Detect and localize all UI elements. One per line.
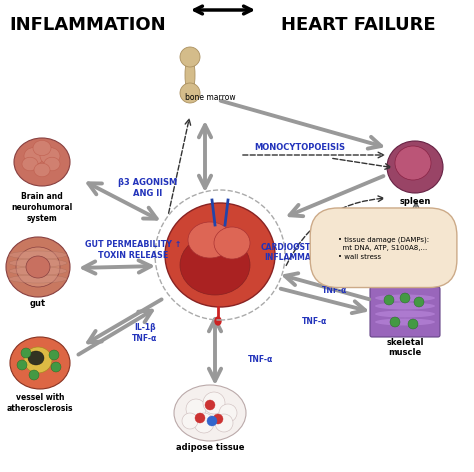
FancyBboxPatch shape <box>370 287 440 337</box>
Text: HEART FAILURE: HEART FAILURE <box>281 16 435 34</box>
Ellipse shape <box>33 140 51 156</box>
Text: skeletal
muscle: skeletal muscle <box>386 338 424 357</box>
Ellipse shape <box>215 414 233 432</box>
Ellipse shape <box>408 319 418 329</box>
Ellipse shape <box>9 267 67 275</box>
Ellipse shape <box>24 347 52 373</box>
Ellipse shape <box>14 138 70 186</box>
Ellipse shape <box>6 237 70 297</box>
Text: INFLAMMATION: INFLAMMATION <box>9 16 166 34</box>
Text: spleen: spleen <box>399 197 431 206</box>
Ellipse shape <box>219 404 237 422</box>
Ellipse shape <box>180 47 200 67</box>
Ellipse shape <box>51 362 61 372</box>
Ellipse shape <box>49 350 59 360</box>
Ellipse shape <box>384 295 394 305</box>
Text: bone marrow: bone marrow <box>185 93 235 102</box>
Ellipse shape <box>194 413 214 433</box>
Ellipse shape <box>22 157 38 171</box>
Ellipse shape <box>390 317 400 327</box>
Ellipse shape <box>185 55 195 95</box>
Ellipse shape <box>182 413 198 429</box>
Ellipse shape <box>17 360 27 370</box>
Text: β3 AGONISM
ANG II: β3 AGONISM ANG II <box>118 178 178 198</box>
Ellipse shape <box>400 293 410 303</box>
Text: vessel with
atherosclerosis: vessel with atherosclerosis <box>7 393 73 413</box>
Text: MONOCYTOPOEISIS: MONOCYTOPOEISIS <box>255 143 346 152</box>
Ellipse shape <box>205 400 215 410</box>
Ellipse shape <box>375 311 435 318</box>
Ellipse shape <box>395 146 431 180</box>
Ellipse shape <box>203 392 225 414</box>
Ellipse shape <box>9 275 67 283</box>
Ellipse shape <box>375 319 435 326</box>
Text: GUT PERMEABILITY ↑
TOXIN RELEASE: GUT PERMEABILITY ↑ TOXIN RELEASE <box>85 240 181 260</box>
Text: gut: gut <box>30 299 46 308</box>
Ellipse shape <box>174 385 246 441</box>
Ellipse shape <box>165 203 275 307</box>
Ellipse shape <box>414 297 424 307</box>
Ellipse shape <box>29 370 39 380</box>
Ellipse shape <box>375 295 435 302</box>
Ellipse shape <box>186 399 206 419</box>
Ellipse shape <box>387 141 443 193</box>
Ellipse shape <box>28 351 44 365</box>
Ellipse shape <box>44 157 60 171</box>
Ellipse shape <box>24 147 44 165</box>
Ellipse shape <box>21 348 31 358</box>
Ellipse shape <box>16 247 60 287</box>
Ellipse shape <box>207 416 217 426</box>
Text: • tissue damage (DAMPs):
  mt DNA, ATP, S100A8,...
• wall stress: • tissue damage (DAMPs): mt DNA, ATP, S1… <box>338 236 429 260</box>
Ellipse shape <box>215 317 221 325</box>
Ellipse shape <box>10 337 70 389</box>
Ellipse shape <box>195 413 205 423</box>
Ellipse shape <box>213 414 223 424</box>
Ellipse shape <box>9 251 67 259</box>
Text: TNF-α: TNF-α <box>248 355 273 364</box>
Text: IL-1β
TNF-α: IL-1β TNF-α <box>322 275 347 295</box>
Ellipse shape <box>26 256 50 278</box>
Ellipse shape <box>188 222 232 258</box>
Ellipse shape <box>34 163 50 177</box>
Text: IL-1β
TNF-α: IL-1β TNF-α <box>132 323 158 343</box>
Ellipse shape <box>180 83 200 103</box>
Text: Brain and
neurohumoral
system: Brain and neurohumoral system <box>11 192 73 223</box>
Ellipse shape <box>9 259 67 267</box>
Text: CHRONIC
VASOCONSTRICTION /
UNDERPERFUSION: CHRONIC VASOCONSTRICTION / UNDERPERFUSIO… <box>325 233 419 263</box>
Text: CARDIOØSTERILE
INFLAMMATION: CARDIOØSTERILE INFLAMMATION <box>261 242 335 261</box>
Ellipse shape <box>375 303 435 310</box>
Ellipse shape <box>180 235 250 295</box>
Text: adipose tissue: adipose tissue <box>176 443 244 452</box>
Ellipse shape <box>214 227 250 259</box>
Ellipse shape <box>40 147 60 165</box>
Text: TNF-α: TNF-α <box>302 318 328 327</box>
